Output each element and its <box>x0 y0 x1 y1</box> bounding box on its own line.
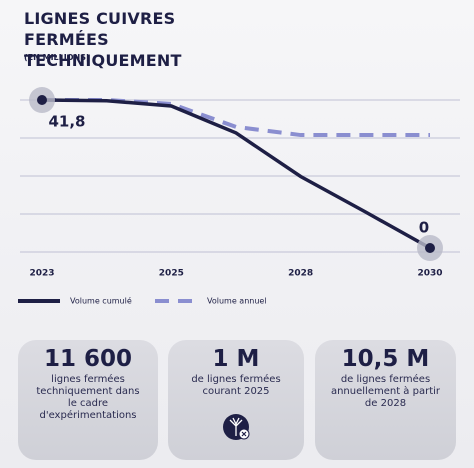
stat-card: 1 M de lignes fermées courant 2025 <box>168 340 304 460</box>
stat-card: 11 600 lignes fermées techniquement dans… <box>18 340 158 460</box>
stat-text: de lignes fermées annuellement à partir … <box>330 374 441 409</box>
series-line <box>41 98 431 250</box>
x-tick-label: 2030 <box>417 269 442 279</box>
legend-label: Volume annuel <box>207 297 267 306</box>
stat-text: de lignes fermées courant 2025 <box>191 374 281 397</box>
stat-card: 10,5 M de lignes fermées annuellement à … <box>315 340 456 460</box>
stat-value: 10,5 M <box>341 346 430 372</box>
stat-value: 1 M <box>212 346 260 372</box>
point <box>37 95 47 105</box>
icon <box>223 414 250 440</box>
x-tick-label: 2028 <box>288 269 313 279</box>
value-label: 0 <box>419 219 429 237</box>
stat-value: 11 600 <box>43 346 133 372</box>
chart-subtitle: (EN MILLIONS) <box>24 53 90 62</box>
point <box>425 243 435 253</box>
chart-title: LIGNES CUIVRES FERMÉES TECHNIQUEMENT <box>24 9 182 70</box>
x-tick-label: 2023 <box>29 269 54 279</box>
x-tick-label: 2025 <box>159 269 184 279</box>
chart: 2023 2025 2028 2030 41,8 0 Volume cumulé Volume… <box>18 87 460 306</box>
stat-text: lignes fermées techniquement dans le cad… <box>36 374 140 421</box>
value-label: 41,8 <box>48 113 85 131</box>
legend-label: Volume cumulé <box>70 296 132 306</box>
series-line <box>42 98 430 138</box>
